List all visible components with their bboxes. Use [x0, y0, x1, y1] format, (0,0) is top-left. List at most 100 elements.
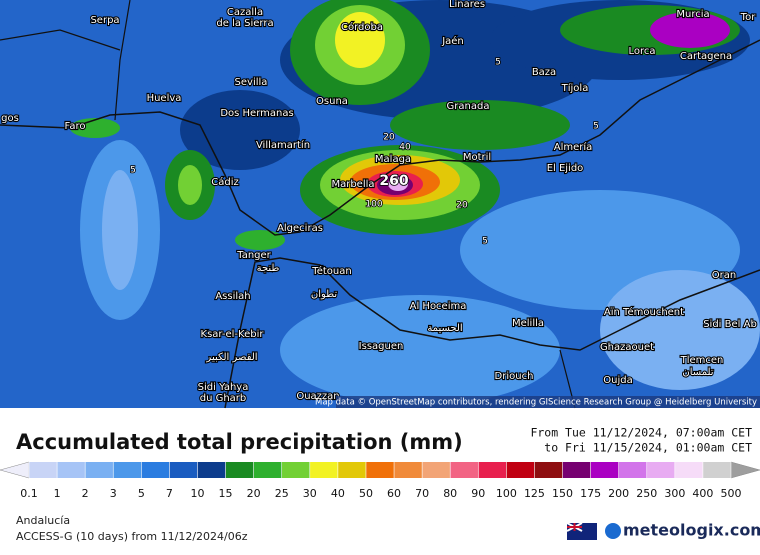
- colorbar-tick-label: 40: [331, 487, 345, 500]
- place-label: Dos Hermanas: [220, 108, 293, 119]
- place-label: Faro: [65, 121, 86, 132]
- colorbar-segment: [478, 462, 507, 478]
- place-label: Jaén: [441, 35, 464, 47]
- place-label: Ouazzan: [296, 391, 339, 402]
- colorbar-tick-label: 500: [721, 487, 742, 500]
- colorbar-segment: [674, 462, 703, 478]
- place-label: Malaga: [375, 154, 411, 165]
- place-label: du Gharb: [200, 393, 247, 404]
- contour-label: 20: [456, 201, 468, 211]
- place-label: Cádiz: [211, 176, 239, 188]
- field: [178, 165, 202, 205]
- colorbar-tick-label: 125: [524, 487, 545, 500]
- colorbar-tick-label: 20: [247, 487, 261, 500]
- place-label: Oujda: [603, 375, 632, 386]
- field: [390, 100, 570, 150]
- colorbar-segment: [506, 462, 535, 478]
- place-label: Marbella: [331, 179, 374, 190]
- colorbar-tick-label: 80: [443, 487, 457, 500]
- region: Andalucía: [16, 514, 70, 527]
- field: [388, 177, 408, 191]
- place-label: Baza: [532, 67, 556, 78]
- title: Accumulated total precipitation (mm): [16, 430, 463, 454]
- place-label: Córdoba: [341, 21, 383, 33]
- place-label: Issaguen: [359, 341, 404, 352]
- contour-label: 5: [130, 166, 136, 176]
- contour-label: 40: [399, 143, 411, 153]
- place-label: Motril: [463, 152, 491, 163]
- model-run: ACCESS-G (10 days) from 11/12/2024/06z: [16, 530, 248, 543]
- colorbar-tick-label: 1: [54, 487, 61, 500]
- colorbar-segment: [197, 462, 226, 478]
- colorbar-tick-label: 7: [166, 487, 173, 500]
- colorbar-tick-label: 175: [580, 487, 601, 500]
- colorbar-under: [0, 461, 30, 479]
- colorbar-tick-label: 3: [110, 487, 117, 500]
- logo: [605, 523, 621, 539]
- place-label: Linares: [449, 0, 485, 10]
- field: [235, 230, 285, 250]
- place-label: Osuna: [316, 96, 348, 107]
- place-label: Huelva: [147, 93, 182, 104]
- place-label: El Ejido: [547, 163, 584, 174]
- colorbar-tick-label: 70: [415, 487, 429, 500]
- place-label: Tlemcen: [680, 355, 724, 366]
- colorbar-tick-label: 150: [552, 487, 573, 500]
- colorbar-tick-label: 60: [387, 487, 401, 500]
- coastline: [0, 39, 760, 236]
- colorbar-segment: [422, 462, 451, 478]
- colorbar-segment: [646, 462, 675, 478]
- place-label: Melilla: [512, 318, 544, 329]
- field: [102, 170, 138, 290]
- colorbar-tick-label: 2: [82, 487, 89, 500]
- field: [70, 118, 120, 138]
- place-label: Algeciras: [277, 223, 323, 234]
- contour-label: 20: [383, 133, 395, 143]
- place-label: de la Sierra: [216, 18, 273, 29]
- place-label: Murcia: [676, 9, 709, 20]
- place-label: طنجة: [257, 263, 280, 274]
- place-label: Granada: [447, 101, 490, 112]
- contour-label: 100: [365, 200, 382, 210]
- colorbar-segment: [29, 462, 58, 478]
- colorbar-tick-label: 90: [471, 487, 485, 500]
- colorbar-segment: [113, 462, 142, 478]
- place-label: Al Hoceima: [410, 301, 467, 312]
- place-label: gos: [1, 113, 19, 124]
- colorbar-tick-label: 250: [636, 487, 657, 500]
- contour-label: 5: [482, 237, 488, 247]
- colorbar-segment: [337, 462, 366, 478]
- field: [335, 12, 385, 68]
- place-label: Sidi Bel Ab: [703, 319, 757, 330]
- attribution: Map data © OpenStreetMap contributors, r…: [315, 398, 757, 408]
- colorbar-segment: [618, 462, 647, 478]
- contour-label: 5: [495, 58, 501, 68]
- place-label: الحسيمة: [427, 323, 462, 334]
- place-label: Driouch: [495, 371, 534, 382]
- colorbar-tick-label: 400: [692, 487, 713, 500]
- colorbar-tick-label: 50: [359, 487, 373, 500]
- place-label: Tanger: [236, 250, 271, 261]
- colorbar-segment: [253, 462, 282, 478]
- place-label: Cartagena: [680, 51, 732, 62]
- colorbar-segment: [281, 462, 310, 478]
- colorbar-segment: [169, 462, 198, 478]
- colorbar-tick-label: 0.1: [20, 487, 38, 500]
- place-label: القصر الكبير: [205, 352, 257, 363]
- colorbar-segment: [365, 462, 395, 478]
- place-label: Sidi Yahya: [198, 382, 249, 393]
- field: [650, 12, 730, 48]
- colorbar-over: [730, 461, 760, 479]
- place-label: Assilah: [215, 291, 250, 302]
- colorbar-tick-label: 100: [496, 487, 517, 500]
- colorbar-segment: [590, 462, 619, 478]
- contour-label: 260: [379, 173, 408, 189]
- field: [280, 295, 560, 405]
- colorbar-segment: [394, 462, 423, 478]
- colorbar-tick-label: 25: [275, 487, 289, 500]
- place-label: Villamartín: [256, 139, 310, 151]
- place-label: تلمسان: [682, 367, 713, 378]
- field: [600, 270, 760, 390]
- colorbar-segment: [534, 462, 563, 478]
- place-label: Ksar-el-Kebir: [201, 329, 265, 340]
